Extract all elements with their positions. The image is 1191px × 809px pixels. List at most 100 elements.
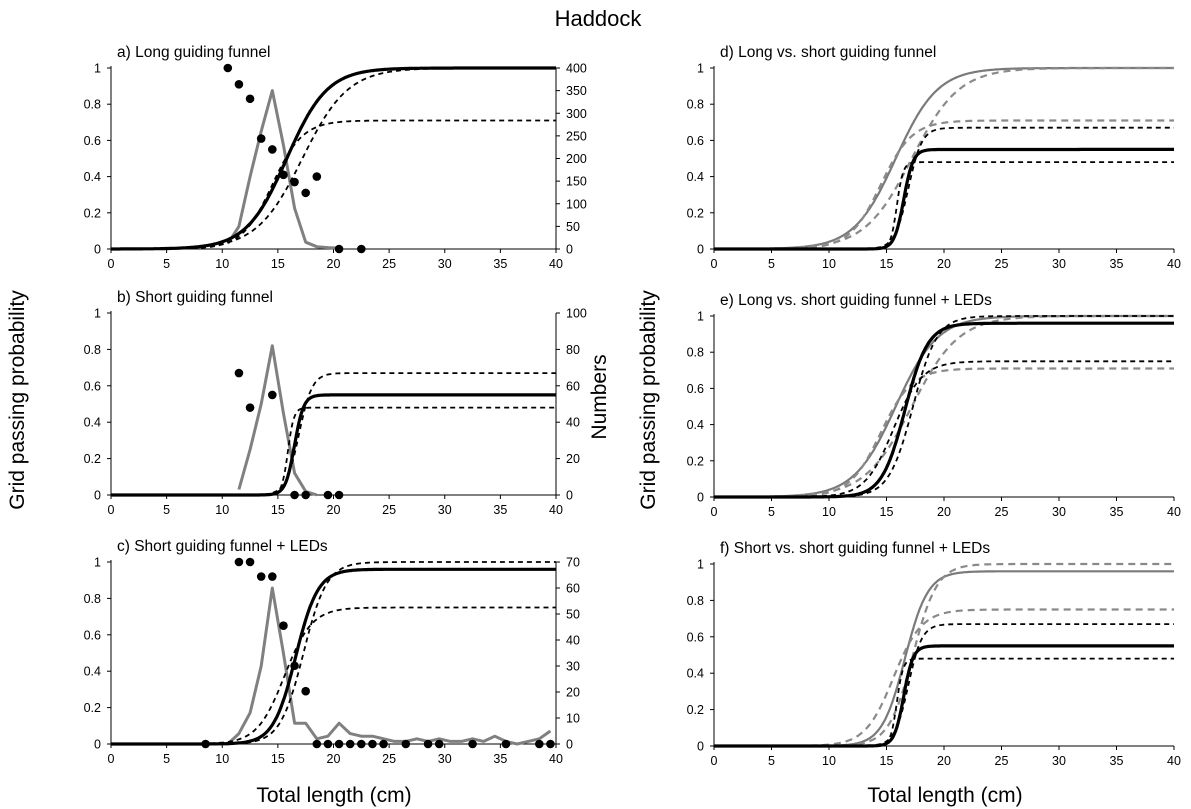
data-point bbox=[301, 188, 310, 198]
data-point bbox=[234, 79, 244, 89]
x-tick-label: 35 bbox=[1110, 505, 1124, 519]
x-tick-label: 40 bbox=[549, 257, 563, 271]
data-point bbox=[301, 686, 310, 696]
y-tick-label: 0.8 bbox=[84, 592, 101, 606]
data-point bbox=[268, 145, 277, 154]
panel-e: 00.20.40.60.810 5 10 15 20 25 30 35 40e) Long vs… bbox=[687, 292, 1181, 519]
panel-title: d) Long vs. short guiding funnel bbox=[720, 44, 936, 61]
curve-gray-solid-0 bbox=[714, 66, 1174, 251]
x-tick-label: 20 bbox=[937, 505, 951, 519]
left-column-x-axis-label: Total length (cm) bbox=[256, 784, 411, 807]
y2-tick-label: 60 bbox=[566, 582, 580, 596]
y2-tick-label: 40 bbox=[566, 416, 580, 430]
y2-tick-label: 100 bbox=[566, 197, 587, 211]
y-tick-label: 0.8 bbox=[84, 98, 101, 112]
data-point bbox=[334, 490, 344, 500]
y2-tick-label: 0 bbox=[566, 489, 573, 503]
x-tick-label: 35 bbox=[493, 503, 507, 517]
data-point bbox=[245, 557, 255, 567]
y-tick-label: 0.8 bbox=[84, 343, 101, 357]
curve-black-dashed-4 bbox=[714, 126, 1174, 250]
panel-a: 00.20.40.60.810 5 10 15 20 25 30 35 400501001502… bbox=[84, 44, 587, 271]
data-point bbox=[301, 490, 310, 500]
curve-black-dashed-2 bbox=[111, 406, 556, 496]
y-tick-label: 0 bbox=[697, 740, 704, 754]
data-point bbox=[434, 739, 444, 749]
y-tick-label: 0.2 bbox=[687, 454, 704, 468]
curve-gray-dashed-1 bbox=[714, 66, 1174, 251]
x-tick-label: 30 bbox=[438, 503, 452, 517]
right-column-y-axis-label: Grid passing probability bbox=[637, 290, 660, 510]
y-tick-label: 0.4 bbox=[84, 170, 101, 184]
data-point bbox=[423, 739, 433, 749]
x-tick-label: 25 bbox=[382, 503, 396, 517]
curve-gray-dashed-1 bbox=[714, 314, 1174, 499]
x-tick-label: 30 bbox=[1052, 754, 1066, 768]
data-point bbox=[234, 557, 244, 567]
curve-black-dashed-4 bbox=[714, 623, 1174, 747]
y2-tick-label: 60 bbox=[566, 379, 580, 393]
x-tick-label: 30 bbox=[438, 752, 452, 766]
x-tick-label: 30 bbox=[1052, 505, 1066, 519]
x-tick-label: 5 bbox=[163, 257, 170, 271]
panel-d: 00.20.40.60.810 5 10 15 20 25 30 35 40d) Long vs… bbox=[687, 44, 1181, 271]
panel-title: c) Short guiding funnel + LEDs bbox=[117, 538, 328, 555]
y2-tick-label: 10 bbox=[566, 712, 580, 726]
data-point bbox=[279, 621, 288, 630]
x-tick-label: 10 bbox=[215, 257, 229, 271]
panel-f: 00.20.40.60.810 5 10 15 20 25 30 35 40f) Short v… bbox=[687, 540, 1181, 768]
panel-title: e) Long vs. short guiding funnel + LEDs bbox=[720, 292, 992, 309]
x-tick-label: 10 bbox=[822, 754, 836, 768]
data-point bbox=[357, 739, 366, 749]
curve-black-solid-3 bbox=[714, 321, 1174, 499]
y-tick-label: 0 bbox=[94, 243, 101, 257]
y-tick-label: 0 bbox=[94, 738, 101, 752]
data-point bbox=[245, 94, 255, 104]
data-point bbox=[256, 134, 266, 143]
x-tick-label: 15 bbox=[880, 257, 894, 271]
data-point bbox=[223, 63, 233, 73]
x-tick-label: 20 bbox=[327, 503, 341, 517]
y-tick-label: 0.8 bbox=[687, 346, 704, 360]
y2-tick-label: 250 bbox=[566, 129, 587, 143]
curve-black-dashed-4 bbox=[714, 315, 1174, 498]
x-tick-label: 0 bbox=[108, 752, 115, 766]
data-point bbox=[290, 490, 299, 500]
y-tick-label: 0.6 bbox=[84, 134, 101, 148]
y-tick-label: 0 bbox=[94, 489, 101, 503]
curve-black-solid-3 bbox=[714, 644, 1174, 748]
figure-title: Haddock bbox=[555, 6, 643, 31]
data-point bbox=[535, 739, 544, 749]
x-tick-label: 25 bbox=[382, 257, 396, 271]
y2-tick-label: 0 bbox=[566, 243, 573, 257]
data-point bbox=[312, 739, 322, 749]
x-tick-label: 0 bbox=[108, 503, 115, 517]
x-tick-label: 10 bbox=[822, 505, 836, 519]
data-point bbox=[268, 390, 277, 400]
y-tick-label: 0.6 bbox=[84, 379, 101, 393]
x-tick-label: 25 bbox=[995, 257, 1009, 271]
x-tick-label: 0 bbox=[711, 505, 718, 519]
y-tick-label: 0.6 bbox=[687, 134, 704, 148]
data-point bbox=[245, 403, 255, 412]
x-tick-label: 0 bbox=[711, 754, 718, 768]
panel-title: b) Short guiding funnel bbox=[117, 289, 273, 306]
curve-gray-dashed-2 bbox=[714, 367, 1174, 499]
y2-tick-label: 400 bbox=[566, 62, 587, 76]
x-tick-label: 10 bbox=[215, 503, 229, 517]
x-tick-label: 5 bbox=[768, 505, 775, 519]
data-point bbox=[323, 490, 333, 500]
y-tick-label: 0.6 bbox=[687, 382, 704, 396]
y-tick-label: 0.2 bbox=[84, 452, 101, 466]
x-tick-label: 5 bbox=[163, 752, 170, 766]
x-tick-label: 5 bbox=[768, 257, 775, 271]
panel-c: 00.20.40.60.810 5 10 15 20 25 30 35 400102030405… bbox=[84, 538, 580, 766]
y-tick-label: 0 bbox=[697, 243, 704, 257]
y2-tick-label: 30 bbox=[566, 660, 580, 674]
x-tick-label: 15 bbox=[880, 754, 894, 768]
x-tick-label: 35 bbox=[493, 257, 507, 271]
x-tick-label: 0 bbox=[108, 257, 115, 271]
y2-tick-label: 20 bbox=[566, 686, 580, 700]
x-tick-label: 15 bbox=[880, 505, 894, 519]
data-point bbox=[357, 244, 366, 254]
